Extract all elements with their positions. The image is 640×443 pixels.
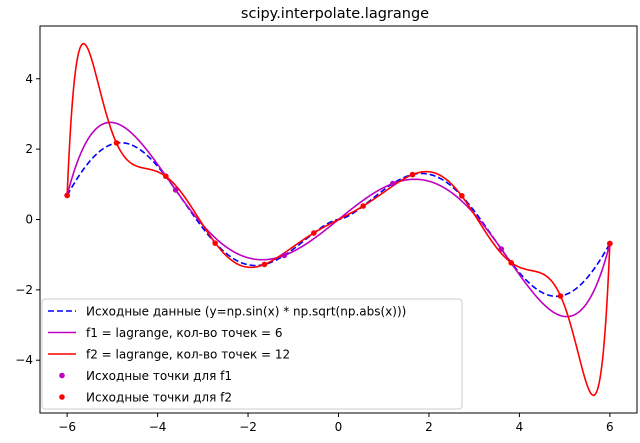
points-f2-point bbox=[508, 259, 514, 266]
legend-label: Исходные точки для f1 bbox=[86, 369, 232, 383]
points-f2-point bbox=[163, 173, 169, 180]
x-tick-label: 0 bbox=[335, 420, 343, 434]
chart-title: scipy.interpolate.lagrange bbox=[241, 6, 429, 22]
legend-item-points-f2: Исходные точки для f2 bbox=[59, 391, 232, 405]
points-f2-point bbox=[311, 230, 317, 236]
points-f2-point bbox=[64, 192, 70, 199]
points-f2-point bbox=[261, 261, 268, 268]
legend-label: Исходные данные (y=np.sin(x) * np.sqrt(n… bbox=[86, 305, 406, 319]
x-tick-label: 4 bbox=[516, 420, 524, 434]
legend-marker bbox=[59, 372, 65, 379]
legend-item-f1: f1 = lagrange, кол-во точек = 6 bbox=[48, 326, 283, 340]
points-f2-point bbox=[557, 293, 564, 299]
legend-label: f1 = lagrange, кол-во точек = 6 bbox=[86, 326, 283, 340]
y-tick-label: 0 bbox=[25, 213, 33, 227]
points-f2-point bbox=[212, 240, 218, 246]
y-tick-label: 4 bbox=[25, 72, 33, 86]
points-f1-point bbox=[172, 187, 179, 193]
legend-item-f2: f2 = lagrange, кол-во точек = 12 bbox=[48, 348, 290, 362]
points-f2-point bbox=[409, 171, 416, 178]
x-tick-label: −2 bbox=[239, 420, 257, 434]
x-tick-label: 2 bbox=[425, 420, 433, 434]
points-f1-point bbox=[498, 246, 505, 252]
y-tick-label: −2 bbox=[15, 283, 33, 297]
points-f2-point bbox=[607, 240, 613, 247]
legend-label: Исходные точки для f2 bbox=[86, 391, 232, 405]
points-f1-point bbox=[389, 180, 396, 187]
x-axis: −6 −4 −2 0 2 4 6 bbox=[58, 413, 614, 434]
legend: Исходные данные (y=np.sin(x) * np.sqrt(n… bbox=[41, 298, 463, 410]
series-f2-line bbox=[66, 42, 611, 397]
points-f2-point bbox=[113, 140, 120, 146]
y-tick-label: 2 bbox=[25, 142, 33, 156]
points-f1-point bbox=[281, 252, 288, 259]
points-f2-point bbox=[459, 193, 465, 199]
y-tick-label: −4 bbox=[15, 353, 33, 367]
legend-label: f2 = lagrange, кол-во точек = 12 bbox=[86, 348, 290, 362]
x-tick-label: −4 bbox=[149, 420, 167, 434]
points-f2-point bbox=[360, 203, 366, 209]
legend-marker bbox=[59, 394, 65, 400]
legend-box bbox=[41, 298, 463, 410]
series-points-f2 bbox=[64, 140, 613, 299]
legend-item-points-f1: Исходные точки для f1 bbox=[59, 369, 232, 383]
legend-item-original: Исходные данные (y=np.sin(x) * np.sqrt(n… bbox=[48, 305, 406, 319]
y-axis: −4 −2 0 2 4 bbox=[15, 72, 40, 367]
series-layer bbox=[64, 42, 613, 397]
x-tick-label: −6 bbox=[58, 420, 76, 434]
x-tick-label: 6 bbox=[606, 420, 614, 434]
